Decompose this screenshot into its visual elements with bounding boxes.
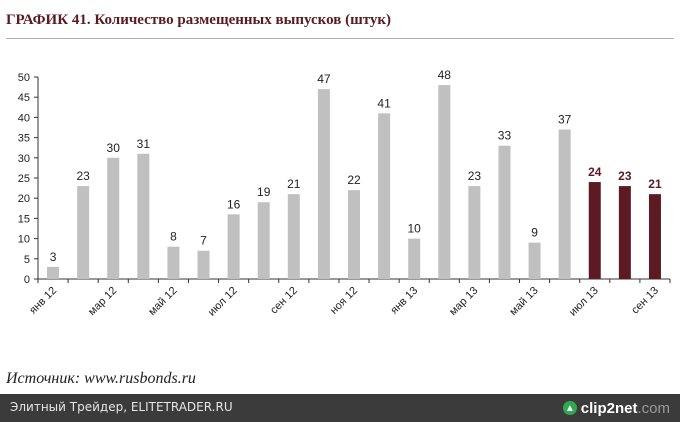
x-tick-label: сен 13 xyxy=(629,285,661,317)
data-labels: 3 23 30 31 8 7 16 19 21 47 22 41 10 48 23 33 9 37 24 23 21 xyxy=(50,68,662,264)
x-tick-label: ноя 12 xyxy=(328,285,360,317)
x-tick-label: май 13 xyxy=(507,285,540,318)
chart-title: ГРАФИК 41. Количество размещенных выпуск… xyxy=(6,12,392,28)
data-label: 23 xyxy=(76,169,90,183)
bar xyxy=(558,129,571,279)
logo-main: clip2net xyxy=(580,399,638,417)
source-note: Источник: www.rusbonds.ru xyxy=(6,370,196,387)
data-label: 22 xyxy=(347,173,361,187)
bar xyxy=(438,85,451,279)
bar xyxy=(197,250,210,279)
title-divider xyxy=(6,38,674,39)
bars xyxy=(47,85,661,279)
y-tick-label: 5 xyxy=(24,254,30,266)
data-label: 10 xyxy=(408,222,422,236)
x-tick-label: май 12 xyxy=(146,285,179,318)
bar xyxy=(77,186,90,279)
data-label: 16 xyxy=(227,197,241,211)
x-tick-label: мар 13 xyxy=(447,285,480,318)
x-tick-label: сен 12 xyxy=(268,285,300,317)
bar-chart: 0 5 10 15 20 25 30 35 40 45 50 янв 12 мар 12 май 12 и… xyxy=(18,68,671,319)
data-label: 47 xyxy=(317,72,331,86)
bar xyxy=(167,246,180,279)
bar xyxy=(468,186,481,279)
y-tick-label: 10 xyxy=(18,234,30,246)
bar xyxy=(348,190,360,279)
bar xyxy=(317,89,330,279)
bar xyxy=(107,157,120,279)
y-tick-label: 25 xyxy=(18,173,30,185)
data-label: 37 xyxy=(558,113,572,127)
x-tick-label: июл 12 xyxy=(206,285,240,319)
bar xyxy=(47,266,60,279)
y-tick-label: 15 xyxy=(18,213,30,225)
data-label: 48 xyxy=(438,68,452,82)
data-label: 23 xyxy=(468,169,482,183)
data-label: 9 xyxy=(531,226,538,240)
footer-bar: Элитный Трейдер, ELITETRADER.RU ▲ clip2n… xyxy=(0,394,680,422)
bar xyxy=(648,194,661,279)
data-label: 24 xyxy=(588,165,602,179)
y-tick-label: 45 xyxy=(18,92,30,104)
x-tick-label: июл 13 xyxy=(567,285,601,319)
footer-text: Элитный Трейдер, ELITETRADER.RU xyxy=(10,400,233,414)
bar xyxy=(137,153,150,279)
x-tick-label: мар 12 xyxy=(86,285,119,318)
data-label: 8 xyxy=(170,230,177,244)
y-tick-label: 40 xyxy=(18,112,30,124)
x-tick-label: янв 13 xyxy=(388,285,420,317)
data-label: 21 xyxy=(287,177,301,191)
y-tick-label: 35 xyxy=(18,133,30,145)
data-label: 21 xyxy=(648,177,662,191)
bar xyxy=(408,238,421,279)
bar xyxy=(287,194,300,279)
bar xyxy=(257,202,270,279)
data-label: 41 xyxy=(377,96,391,110)
bar xyxy=(498,145,511,279)
bar xyxy=(618,186,631,279)
x-axis: янв 12 мар 12 май 12 июл 12 сен 12 ноя 12 янв … xyxy=(27,278,671,319)
data-label: 23 xyxy=(618,169,632,183)
bar xyxy=(528,242,541,279)
bar xyxy=(588,182,601,279)
data-label: 30 xyxy=(107,141,121,155)
clip2net-logo[interactable]: ▲ clip2net .com xyxy=(562,397,670,419)
y-tick-label: 20 xyxy=(18,193,30,205)
x-tick-label: янв 12 xyxy=(27,285,59,317)
data-label: 3 xyxy=(50,250,57,264)
bar xyxy=(378,113,391,279)
data-label: 7 xyxy=(200,234,207,248)
data-label: 19 xyxy=(257,185,271,199)
arrow-up-icon: ▲ xyxy=(562,401,577,415)
y-tick-label: 50 xyxy=(18,72,30,84)
bar xyxy=(227,214,240,279)
y-tick-label: 0 xyxy=(24,274,30,286)
data-label: 31 xyxy=(137,137,151,151)
logo-suffix: .com xyxy=(637,399,670,417)
data-label: 33 xyxy=(498,129,512,143)
y-axis: 0 5 10 15 20 25 30 35 40 45 50 xyxy=(18,72,39,286)
y-tick-label: 30 xyxy=(18,153,30,165)
